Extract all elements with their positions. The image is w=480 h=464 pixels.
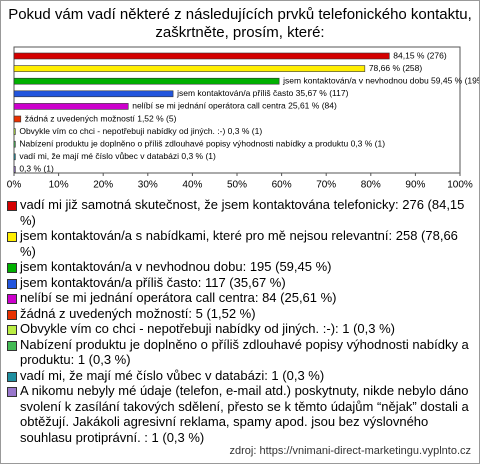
x-tick-label: 30% — [138, 180, 158, 191]
value-label: 78,66 % (258) — [369, 63, 423, 73]
value-label: Obvykle vím co chci - nepotřebuji nabídk… — [19, 126, 262, 136]
x-tick-label: 80% — [361, 180, 381, 191]
x-tick-label: 40% — [182, 180, 202, 191]
legend-swatch — [7, 201, 17, 211]
legend-swatch — [7, 232, 17, 242]
x-tick-label: 100% — [447, 180, 473, 191]
bar — [13, 65, 366, 72]
x-tick-label: 20% — [93, 180, 113, 191]
value-label: vadí mi, že mají mé číslo vůbec v databá… — [19, 151, 216, 161]
legend-label: jsem kontaktován/a v nevhodnou dobu: 195… — [20, 259, 332, 274]
chart-subtitle: zaškrtněte, prosím, které: — [155, 24, 324, 41]
legend-swatch — [7, 387, 17, 397]
legend-item: Obvykle vím co chci - nepotřebuji nabídk… — [7, 321, 469, 337]
legend-item: jsem kontaktován/a příliš často: 117 (35… — [7, 275, 469, 291]
legend-item: nelíbí se mi jednání operátora call cent… — [7, 290, 469, 306]
legend-swatch — [7, 340, 17, 351]
legend-label: jsem kontaktován/a příliš často: 117 (35… — [20, 274, 286, 290]
legend-item: vadí mi, že mají mé číslo vůbec v databá… — [7, 368, 469, 384]
x-tick-label: 0% — [7, 180, 22, 191]
legend: vadí mi již samotná skutečnost, že jsem … — [7, 197, 469, 445]
x-tick-label: 50% — [227, 180, 247, 191]
bar — [13, 77, 280, 85]
value-label: nelíbí se mi jednání operátora call cent… — [132, 101, 337, 111]
legend-label: nelíbí se mi jednání operátora call cent… — [20, 290, 337, 305]
bar — [13, 166, 16, 173]
value-label: Nabízení produktu je doplněno o příliš z… — [19, 138, 385, 148]
legend-item: jsem kontaktován/a v nevhodnou dobu: 195… — [7, 259, 469, 275]
legend-swatch — [7, 294, 17, 304]
value-label: 0,3 % (1) — [19, 164, 54, 174]
chart: Pokud vám vadí některé z následujících p… — [7, 6, 479, 191]
value-label: jsem kontaktován/a příliš často 35,67 % … — [176, 88, 349, 98]
x-tick-label: 70% — [316, 180, 336, 191]
legend-swatch — [7, 371, 17, 382]
legend-label: žádná z uvedených možností: 5 (1,52 %) — [20, 305, 256, 321]
legend-label: vadí mi, že mají mé číslo vůbec v databá… — [20, 367, 325, 383]
value-label: 84,15 % (276) — [393, 50, 447, 60]
bar — [13, 140, 16, 148]
chart-title: Pokud vám vadí některé z následujících p… — [8, 6, 472, 23]
legend-label: Nabízení produktu je doplněno o příliš z… — [20, 336, 469, 368]
legend-label: vadí mi již samotná skutečnost, že jsem … — [20, 197, 465, 228]
bar — [13, 153, 16, 161]
bar — [13, 128, 16, 135]
bar — [13, 52, 390, 60]
bar — [13, 115, 22, 123]
x-tick-label: 90% — [405, 180, 425, 191]
legend-label: jsem kontaktován/a s nabídkami, které pr… — [20, 228, 458, 259]
legend-item: Nabízení produktu je doplněno o příliš z… — [7, 337, 469, 368]
value-label: jsem kontaktován/a v nevhodnou dobu 59,4… — [282, 75, 479, 85]
x-tick-label: 60% — [272, 180, 292, 191]
legend-item: A nikomu nebyly mé údaje (telefon, e-mai… — [7, 383, 469, 445]
bar — [13, 90, 174, 98]
legend-swatch — [7, 325, 17, 335]
legend-item: jsem kontaktován/a s nabídkami, které pr… — [7, 228, 469, 259]
bar — [13, 103, 129, 110]
value-label: žádná z uvedených možností 1,52 % (5) — [25, 113, 177, 123]
legend-item: vadí mi již samotná skutečnost, že jsem … — [7, 197, 469, 228]
x-tick-label: 10% — [49, 180, 69, 191]
legend-swatch — [7, 263, 17, 273]
legend-swatch — [7, 278, 17, 289]
legend-item: žádná z uvedených možností: 5 (1,52 %) — [7, 306, 469, 322]
source: zdroj: https://vnimani-direct-marketingu… — [229, 445, 471, 457]
legend-label: A nikomu nebyly mé údaje (telefon, e-mai… — [20, 383, 469, 445]
legend-label: Obvykle vím co chci - nepotřebuji nabídk… — [20, 321, 395, 336]
legend-swatch — [7, 309, 17, 320]
